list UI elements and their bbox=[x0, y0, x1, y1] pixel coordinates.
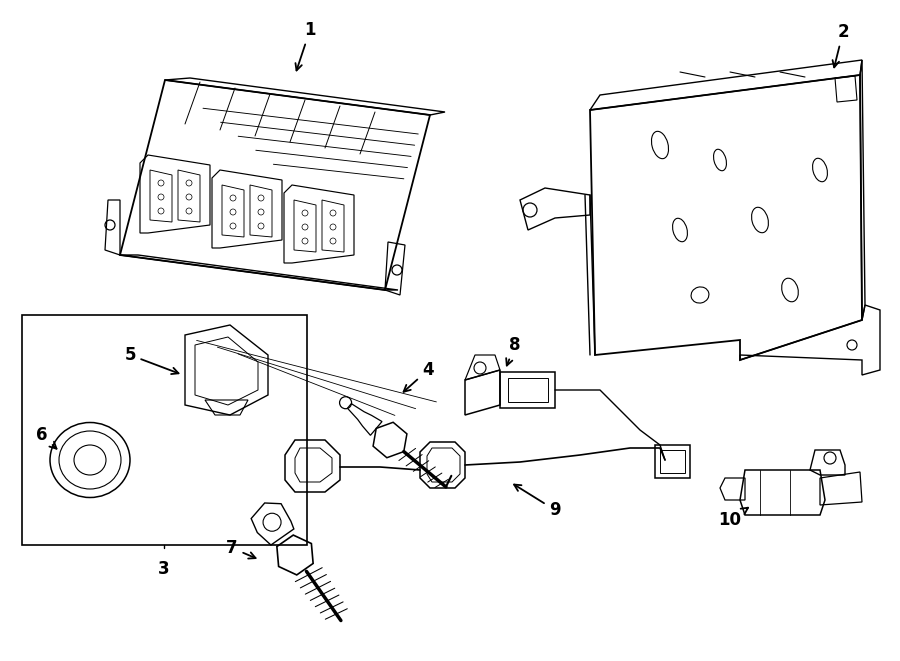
Bar bbox=[22, 315, 307, 545]
Text: 8: 8 bbox=[506, 336, 521, 366]
Text: 10: 10 bbox=[718, 508, 748, 529]
Text: 4: 4 bbox=[403, 361, 434, 392]
Text: 6: 6 bbox=[36, 426, 57, 449]
Text: 5: 5 bbox=[124, 346, 178, 374]
Text: 3: 3 bbox=[158, 560, 170, 578]
Text: 7: 7 bbox=[226, 539, 256, 559]
Text: 9: 9 bbox=[514, 485, 561, 519]
Text: 2: 2 bbox=[832, 23, 849, 67]
Text: 1: 1 bbox=[295, 21, 316, 71]
